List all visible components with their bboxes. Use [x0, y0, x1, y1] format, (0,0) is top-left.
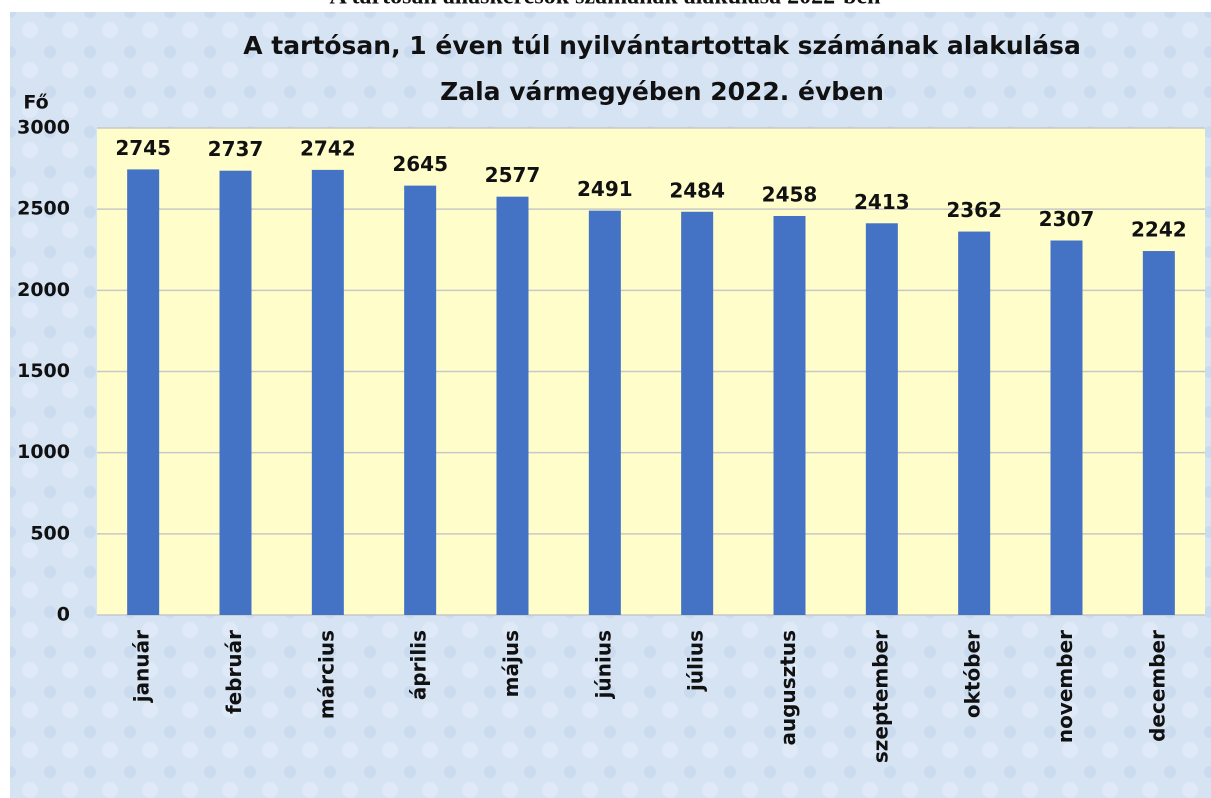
data-label: 2307: [1039, 207, 1095, 231]
bar: [219, 170, 252, 615]
x-tick-label: január: [130, 630, 154, 703]
bar: [404, 185, 437, 615]
data-label: 2458: [762, 182, 818, 206]
bar: [311, 169, 344, 615]
y-tick-label: 1500: [17, 360, 70, 382]
bar: [1050, 240, 1083, 615]
data-label: 2577: [485, 163, 541, 187]
data-label: 2745: [115, 136, 171, 160]
x-tick-label: szeptember: [868, 630, 892, 763]
chart-title: A tartósan, 1 éven túl nyilvántartottak …: [243, 31, 1081, 60]
y-tick-label: 3000: [17, 117, 70, 139]
x-tick-label: április: [407, 630, 431, 700]
x-tick-label: február: [222, 630, 246, 714]
y-tick-label: 1000: [17, 441, 70, 463]
bar: [865, 223, 898, 615]
page-header: A tartósan álláskeresők számának alakulá…: [330, 0, 881, 10]
data-label: 2413: [854, 190, 910, 214]
data-label: 2737: [208, 137, 264, 161]
x-tick-label: október: [961, 630, 985, 718]
x-tick-label: május: [499, 630, 523, 697]
bar: [1142, 251, 1175, 616]
data-label: 2362: [946, 198, 1002, 222]
data-label: 2645: [392, 152, 448, 176]
data-label: 2484: [669, 178, 725, 202]
bar: [773, 215, 806, 615]
x-tick-label: november: [1053, 630, 1077, 743]
bar: [496, 196, 529, 616]
data-label: 2742: [300, 136, 356, 160]
x-tick-label: december: [1145, 630, 1169, 742]
bar: [681, 211, 714, 615]
x-tick-label: augusztus: [776, 630, 800, 746]
data-label: 2242: [1131, 218, 1187, 242]
x-tick-label: július: [684, 630, 708, 692]
y-tick-label: 500: [30, 522, 70, 544]
y-tick-label: 0: [57, 604, 70, 626]
bar: [127, 169, 160, 615]
bar: [588, 210, 621, 615]
x-tick-label: március: [314, 630, 338, 719]
y-tick-label: 2000: [17, 279, 70, 301]
x-tick-label: június: [591, 630, 615, 699]
y-axis-label: Fő: [23, 92, 48, 114]
data-label: 2491: [577, 177, 633, 201]
chart-subtitle: Zala vármegyében 2022. évben: [440, 77, 884, 106]
y-tick-label: 2500: [17, 198, 70, 220]
bar: [958, 231, 991, 615]
